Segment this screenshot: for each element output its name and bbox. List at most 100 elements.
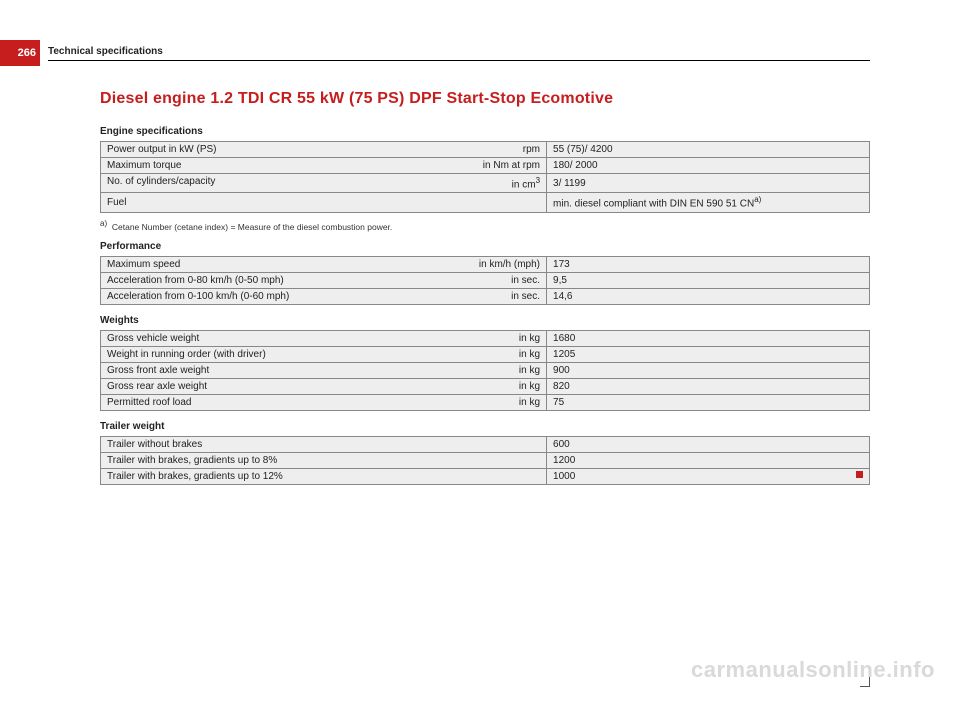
- row-label: Gross rear axle weightin kg: [101, 379, 547, 395]
- row-unit: in kg: [519, 365, 540, 376]
- weights-table: Gross vehicle weight in kg 1680 Weight in r…: [100, 330, 870, 411]
- row-value-text: 173: [553, 259, 570, 270]
- table-row: No. of cylinders/capacityin cm33/ 1199: [101, 174, 870, 193]
- row-label: Permitted roof load in kg: [101, 395, 547, 411]
- row-label-text: Acceleration from 0-100 km/h (0-60 mph): [107, 291, 289, 302]
- footnote-marker: a): [100, 219, 107, 228]
- row-label: Acceleration from 0-100 km/h (0-60 mph) i…: [101, 289, 547, 305]
- performance-table: Maximum speed in km/h (mph) 173 Acceleratio…: [100, 256, 870, 305]
- row-value-text: 14,6: [553, 291, 572, 302]
- row-value-text: min. diesel compliant with DIN EN 590 51…: [553, 199, 754, 210]
- row-label: Maximum speed in km/h (mph): [101, 257, 547, 273]
- row-value: 1680: [547, 331, 870, 347]
- row-value-text: 1680: [553, 333, 575, 344]
- watermark: carmanualsonline.info: [691, 657, 935, 683]
- row-value-text: 180/ 2000: [553, 160, 598, 171]
- row-unit: in cm3: [512, 176, 540, 190]
- row-value: 173: [547, 257, 870, 273]
- row-value: 9,5: [547, 273, 870, 289]
- row-unit: in sec.: [511, 291, 540, 302]
- row-value-text: 600: [553, 439, 570, 450]
- row-label: Acceleration from 0-80 km/h (0-50 mph) in…: [101, 273, 547, 289]
- row-value-text: 55 (75)/ 4200: [553, 144, 613, 155]
- row-value: 180/ 2000: [547, 158, 870, 174]
- row-value-text: 9,5: [553, 275, 567, 286]
- content-area: Diesel engine 1.2 TDI CR 55 kW (75 PS) D…: [100, 90, 870, 485]
- row-value-text: 75: [553, 397, 564, 408]
- table-row: Gross rear axle weightin kg 820: [101, 379, 870, 395]
- row-label: Weight in running order (with driver) in …: [101, 347, 547, 363]
- row-unit: in km/h (mph): [479, 259, 540, 270]
- row-value: 1200: [547, 453, 870, 469]
- table-row: Acceleration from 0-100 km/h (0-60 mph) i…: [101, 289, 870, 305]
- row-value-text: 1000: [553, 471, 575, 482]
- row-value: 1000: [547, 469, 870, 485]
- section-label-performance: Performance: [100, 241, 870, 252]
- engine-table: Power output in kW (PS) rpm 55 (75)/ 4200 M…: [100, 141, 870, 213]
- table-row: Gross vehicle weight in kg 1680: [101, 331, 870, 347]
- table-row: Maximum speed in km/h (mph) 173: [101, 257, 870, 273]
- row-label: Gross front axle weight in kg: [101, 363, 547, 379]
- row-label: Trailer without brakes: [101, 437, 547, 453]
- row-value: 75: [547, 395, 870, 411]
- row-unit: rpm: [523, 144, 540, 155]
- table-row: Gross front axle weight in kg 900: [101, 363, 870, 379]
- row-value: 55 (75)/ 4200: [547, 142, 870, 158]
- table-row: Acceleration from 0-80 km/h (0-50 mph) in…: [101, 273, 870, 289]
- row-label-text: Power output in kW (PS): [107, 144, 216, 155]
- row-unit: in kg: [519, 333, 540, 344]
- row-value: 3/ 1199: [547, 174, 870, 193]
- row-label-text: Acceleration from 0-80 km/h (0-50 mph): [107, 275, 284, 286]
- row-label-text: Gross vehicle weight: [107, 333, 199, 344]
- table-row: Fuel min. diesel compliant with DIN EN 59…: [101, 193, 870, 212]
- page-number: 266: [18, 47, 36, 59]
- engine-footnote: a) Cetane Number (cetane index) = Measur…: [100, 219, 870, 232]
- table-row: Maximum torque in Nm at rpm 180/ 2000: [101, 158, 870, 174]
- corner-mark: [860, 677, 870, 687]
- row-value: 820: [547, 379, 870, 395]
- row-label-text: Trailer with brakes, gradients up to 8%: [107, 455, 277, 466]
- table-row: Trailer with brakes, gradients up to 8% 1…: [101, 453, 870, 469]
- section-label-engine: Engine specifications: [100, 126, 870, 137]
- row-value-sup: a): [754, 195, 761, 204]
- section-label-trailer: Trailer weight: [100, 421, 870, 432]
- row-label: Fuel: [101, 193, 547, 212]
- row-label-text: Maximum torque: [107, 160, 181, 171]
- row-label: Power output in kW (PS) rpm: [101, 142, 547, 158]
- page-number-tab: 266: [0, 40, 40, 66]
- section-label-weights: Weights: [100, 315, 870, 326]
- row-value: 1205: [547, 347, 870, 363]
- end-square-icon: [856, 471, 863, 478]
- table-row: Weight in running order (with driver) in …: [101, 347, 870, 363]
- page-title: Diesel engine 1.2 TDI CR 55 kW (75 PS) D…: [100, 90, 870, 108]
- row-label-text: Trailer with brakes, gradients up to 12%: [107, 471, 283, 482]
- row-label-text: Gross front axle weight: [107, 365, 209, 376]
- row-unit: in sec.: [511, 275, 540, 286]
- row-label-text: Maximum speed: [107, 259, 180, 270]
- table-row: Trailer without brakes 600: [101, 437, 870, 453]
- row-unit: in kg: [519, 381, 540, 392]
- running-header: Technical specifications: [48, 46, 163, 57]
- row-value: 900: [547, 363, 870, 379]
- row-value: 600: [547, 437, 870, 453]
- row-value: min. diesel compliant with DIN EN 590 51…: [547, 193, 870, 212]
- row-label-text: Trailer without brakes: [107, 439, 202, 450]
- row-value: 14,6: [547, 289, 870, 305]
- row-unit: in Nm at rpm: [483, 160, 540, 171]
- row-unit: in kg: [519, 397, 540, 408]
- footnote-text: Cetane Number (cetane index) = Measure o…: [112, 221, 392, 231]
- row-value-text: 3/ 1199: [553, 178, 586, 189]
- row-label: Trailer with brakes, gradients up to 8%: [101, 453, 547, 469]
- row-label-text: Fuel: [107, 197, 126, 208]
- row-unit: in kg: [519, 349, 540, 360]
- row-value-text: 820: [553, 381, 570, 392]
- row-value-text: 1200: [553, 455, 575, 466]
- page: 266 Technical specifications Diesel engi…: [0, 0, 960, 701]
- table-row: Power output in kW (PS) rpm 55 (75)/ 4200: [101, 142, 870, 158]
- table-row: Permitted roof load in kg 75: [101, 395, 870, 411]
- row-label-text: Weight in running order (with driver): [107, 349, 266, 360]
- row-label-text: Permitted roof load: [107, 397, 192, 408]
- row-label: Trailer with brakes, gradients up to 12%: [101, 469, 547, 485]
- trailer-table: Trailer without brakes 600 Trailer with br…: [100, 436, 870, 485]
- header-rule: [48, 60, 870, 61]
